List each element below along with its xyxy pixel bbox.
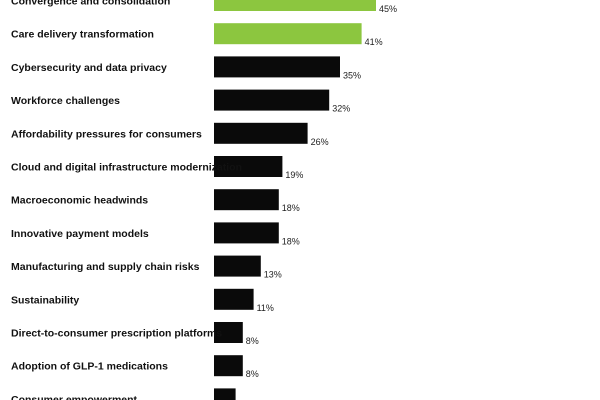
labels-group: Convergence and consolidation 45% Care del…: [11, 0, 397, 400]
category-label: Innovative payment models: [11, 228, 149, 240]
value-label: 41%: [365, 37, 383, 47]
bar: [214, 0, 376, 11]
value-label: 8%: [246, 369, 259, 379]
value-label: 18%: [282, 236, 300, 246]
bar: [214, 23, 362, 45]
category-label: Consumer empowerment: [11, 394, 138, 400]
value-label: 35%: [343, 70, 361, 80]
bar: [214, 355, 243, 377]
bars-group: [214, 0, 376, 400]
bar: [214, 56, 340, 78]
value-label: 26%: [311, 137, 329, 147]
value-label: 18%: [282, 203, 300, 213]
value-label: 32%: [332, 104, 350, 114]
category-label: Workforce challenges: [11, 95, 120, 107]
category-label: Manufacturing and supply chain risks: [11, 261, 200, 273]
category-label: Adoption of GLP-1 medications: [11, 361, 168, 373]
category-label: Macroeconomic headwinds: [11, 195, 148, 207]
bar: [214, 388, 236, 400]
bar: [214, 222, 279, 244]
value-label: 11%: [257, 303, 274, 313]
category-label: Direct-to-consumer prescription platform…: [11, 328, 222, 340]
bar: [214, 255, 261, 277]
value-label: 13%: [264, 270, 282, 280]
bar: [214, 288, 254, 310]
category-label: Convergence and consolidation: [11, 0, 170, 8]
bar: [214, 89, 330, 111]
bar: [214, 189, 279, 211]
bar: [214, 122, 308, 144]
bar: [214, 156, 283, 177]
category-label: Cybersecurity and data privacy: [11, 62, 167, 74]
category-label: Cloud and digital infrastructure moderni…: [11, 162, 242, 174]
value-label: 45%: [379, 4, 397, 14]
value-label: 8%: [246, 336, 259, 346]
bar: [214, 322, 243, 343]
category-label: Care delivery transformation: [11, 29, 154, 41]
category-label: Sustainability: [11, 294, 79, 306]
category-label: Affordability pressures for consumers: [11, 128, 202, 140]
value-label: 19%: [285, 170, 303, 180]
